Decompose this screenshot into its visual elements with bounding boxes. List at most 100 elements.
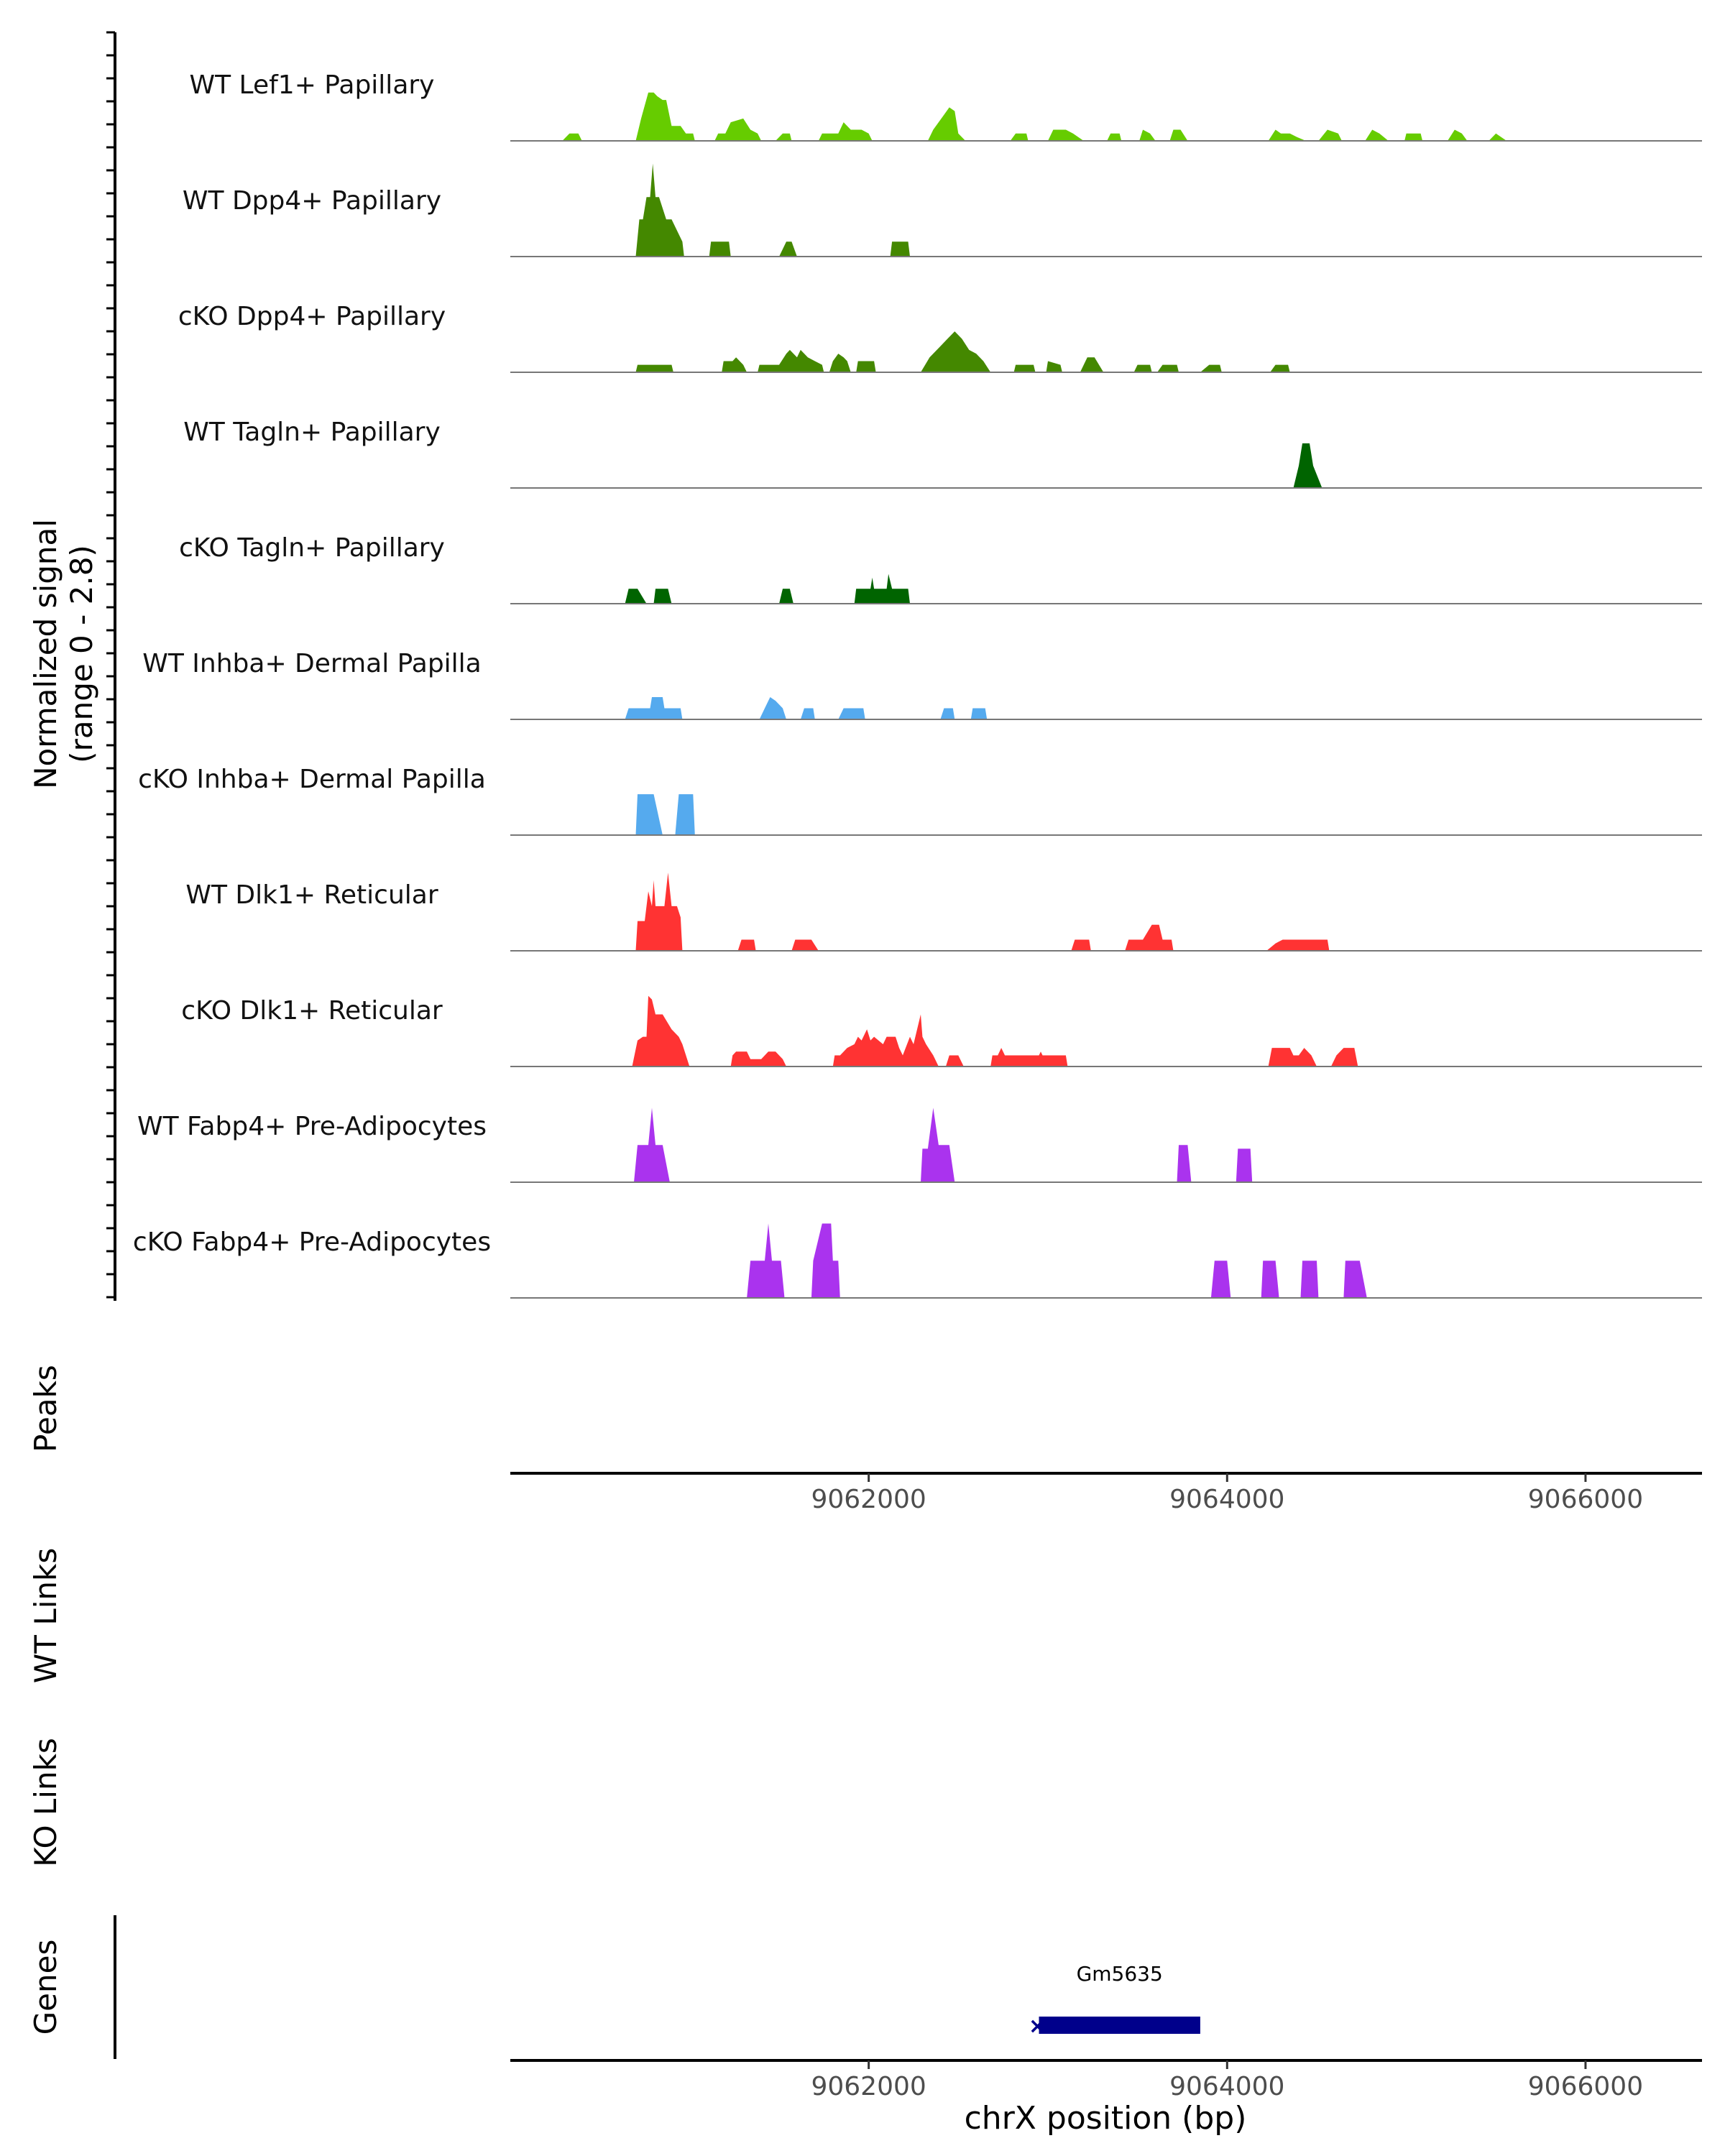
coverage-peak (856, 361, 876, 372)
track: WT Dlk1+ Reticular (185, 872, 1702, 952)
coverage-peak (1489, 133, 1507, 141)
coverage-peak (1046, 361, 1062, 372)
coverage-peak (635, 872, 683, 951)
coverage-peak (1270, 364, 1290, 372)
track: cKO Dlk1+ Reticular (181, 995, 1702, 1067)
coverage-peak (1013, 364, 1036, 372)
track-label: WT Lef1+ Papillary (190, 70, 435, 100)
x-tick-label: 9064000 (1169, 1485, 1284, 1514)
coverage-peak (635, 163, 684, 257)
coverage-peak (1330, 1048, 1358, 1067)
peaks-panel-label: Peaks (28, 1365, 63, 1452)
genes-panel-label: Genes (28, 1940, 63, 2035)
coverage-peak (838, 708, 865, 719)
track-label: cKO Dpp4+ Papillary (178, 302, 446, 331)
track-label: WT Fabp4+ Pre-Adipocytes (137, 1112, 487, 1141)
coverage-tracks: WT Lef1+ Papillary WT Dpp4+ Papillary cKO … (133, 70, 1702, 1299)
track: cKO Fabp4+ Pre-Adipocytes (133, 1223, 1702, 1299)
coverage-peak (759, 697, 786, 719)
coverage-peak (722, 357, 748, 372)
coverage-peak (1177, 1145, 1192, 1182)
track-label: cKO Dlk1+ Reticular (181, 996, 443, 1026)
coverage-peak (675, 794, 695, 835)
coverage-peak (1200, 364, 1222, 372)
coverage-peak (1107, 133, 1122, 141)
coverage-peak (635, 794, 663, 835)
gene-annotations: × Gm5635 (1029, 1962, 1200, 2039)
coverage-peak (1133, 364, 1152, 372)
coverage-peak (1300, 1261, 1319, 1298)
track-label: cKO Inhba+ Dermal Papilla (138, 765, 486, 794)
ko-links-panel-label: KO Links (28, 1738, 63, 1867)
coverage-peak (737, 939, 756, 951)
x-tick-label: 9066000 (1528, 2072, 1643, 2101)
track-label: cKO Fabp4+ Pre-Adipocytes (133, 1227, 491, 1257)
track: cKO Dpp4+ Papillary (178, 302, 1702, 373)
coverage-peak (1293, 443, 1322, 488)
coverage-peak (776, 133, 792, 141)
coverage-peak (921, 331, 991, 372)
track: WT Dpp4+ Papillary (183, 163, 1702, 257)
coverage-peak (829, 354, 851, 372)
genes-x-axis-ticks: 9062000 9064000 9066000 (811, 2060, 1643, 2101)
coverage-peak (634, 1107, 670, 1182)
coverage-peak (1080, 357, 1104, 372)
coverage-peak (730, 1051, 786, 1067)
track: cKO Inhba+ Dermal Papilla (138, 765, 1702, 836)
wt-links-panel-label: WT Links (28, 1548, 63, 1683)
coverage-peak (940, 708, 955, 719)
coverage-peak (921, 1107, 955, 1182)
x-axis-title: chrX position (bp) (965, 2100, 1247, 2137)
x-tick-label: 9062000 (811, 1485, 926, 1514)
coverage-peak (758, 349, 824, 372)
coverage-peak (1071, 939, 1091, 951)
coverage-peak (1048, 129, 1084, 141)
track: WT Tagln+ Papillary (183, 418, 1702, 489)
coverage-peak (635, 364, 673, 372)
x-tick-label: 9062000 (811, 2072, 926, 2101)
coverage-peak (1266, 939, 1330, 951)
coverage-peak (1448, 129, 1468, 141)
coverage-peak (632, 995, 690, 1067)
coverage-peak (1343, 1261, 1367, 1298)
coverage-peak (1318, 129, 1342, 141)
gene-body (1039, 2017, 1200, 2034)
coverage-peak (1125, 924, 1174, 951)
track-label: WT Dpp4+ Papillary (183, 186, 441, 216)
coverage-peak (625, 589, 647, 604)
coverage-peak (779, 589, 794, 604)
coverage-peak (1268, 1048, 1317, 1067)
gene-strand-marker: × (1029, 2014, 1046, 2039)
coverage-peak (1236, 1148, 1253, 1182)
coverage-peak (1404, 133, 1423, 141)
coverage-peak (811, 1223, 840, 1298)
coverage-peak (1157, 364, 1179, 372)
x-tick-label: 9064000 (1169, 2072, 1284, 2101)
coverage-peak (854, 573, 910, 604)
coverage-peak (818, 122, 873, 141)
coverage-peak (1139, 129, 1156, 141)
x-tick-label: 9066000 (1528, 1485, 1643, 1514)
coverage-peak (800, 708, 815, 719)
track-label: WT Inhba+ Dermal Papilla (142, 649, 481, 678)
coverage-peak (970, 708, 988, 719)
coverage-peak (1169, 129, 1188, 141)
coverage-peak (1010, 133, 1029, 141)
gene-label: Gm5635 (1077, 1962, 1163, 1986)
coverage-peak (653, 589, 672, 604)
coverage-y-ticks (106, 31, 115, 1299)
track: WT Inhba+ Dermal Papilla (142, 649, 1702, 720)
coverage-peak (709, 241, 731, 257)
track-label: WT Dlk1+ Reticular (185, 880, 438, 910)
coverage-peak (1261, 1261, 1279, 1298)
coverage-peak (945, 1055, 964, 1067)
coverage-peak (714, 118, 762, 141)
track: WT Fabp4+ Pre-Adipocytes (137, 1107, 1702, 1183)
peaks-x-axis-ticks: 9062000 9064000 9066000 (811, 1473, 1643, 1514)
coverage-peak (1210, 1261, 1231, 1298)
coverage-peak (635, 92, 695, 141)
track-label: cKO Tagln+ Papillary (179, 533, 445, 563)
coverage-peak (625, 697, 683, 719)
y-axis-label-line2: (range 0 - 2.8) (64, 545, 99, 763)
